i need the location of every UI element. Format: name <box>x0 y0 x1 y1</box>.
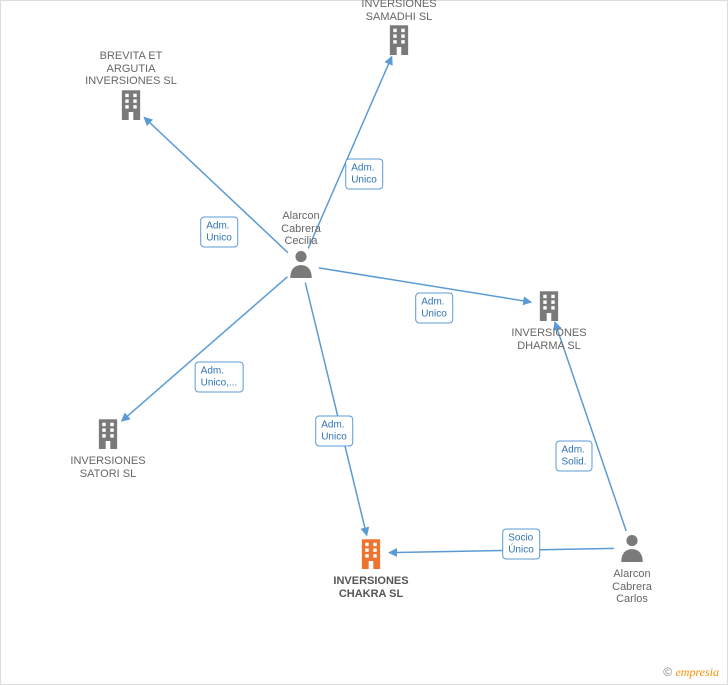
building-icon <box>94 417 122 449</box>
node-dharma[interactable]: INVERSIONES DHARMA SL <box>499 289 599 352</box>
node-satori[interactable]: INVERSIONES SATORI SL <box>58 417 158 480</box>
edge <box>389 548 614 552</box>
person-icon <box>619 532 645 562</box>
node-brevita[interactable]: BREVITA ET ARGUTIA INVERSIONES SL <box>81 47 181 123</box>
diagram-canvas: BREVITA ET ARGUTIA INVERSIONES SL INVERS… <box>0 0 728 685</box>
node-label: INVERSIONES CHAKRA SL <box>321 575 421 600</box>
person-icon <box>288 248 314 278</box>
copyright-symbol: © <box>663 665 672 679</box>
node-samadhi[interactable]: INVERSIONES SAMADHI SL <box>349 0 449 58</box>
node-label: INVERSIONES SAMADHI SL <box>349 0 449 23</box>
building-icon <box>117 88 145 120</box>
node-label: Alarcon Cabrera Carlos <box>582 568 682 606</box>
building-icon <box>385 23 413 55</box>
edge-label: Adm. Solid. <box>555 441 592 472</box>
building-icon <box>535 289 563 321</box>
node-label: INVERSIONES DHARMA SL <box>499 327 599 352</box>
watermark: © empresia <box>663 665 719 680</box>
edge-label: Adm. Unico <box>415 293 453 324</box>
node-carlos[interactable]: Alarcon Cabrera Carlos <box>582 532 682 606</box>
edge <box>122 277 288 421</box>
edge-label: Adm. Unico <box>315 416 353 447</box>
node-cecilia[interactable]: Alarcon Cabrera Cecilia <box>251 207 351 281</box>
brand-name: empresia <box>675 665 719 679</box>
edge <box>305 282 366 535</box>
node-label: INVERSIONES SATORI SL <box>58 455 158 480</box>
edge-label: Adm. Unico,... <box>195 362 244 393</box>
node-label: Alarcon Cabrera Cecilia <box>251 210 351 248</box>
building-icon <box>357 537 385 569</box>
edge-label: Adm. Unico <box>345 159 383 190</box>
node-chakra[interactable]: INVERSIONES CHAKRA SL <box>321 537 421 600</box>
edge <box>555 322 626 531</box>
edge-label: Socio Único <box>502 529 540 560</box>
edge-label: Adm. Unico <box>200 217 238 248</box>
node-label: BREVITA ET ARGUTIA INVERSIONES SL <box>81 50 181 88</box>
